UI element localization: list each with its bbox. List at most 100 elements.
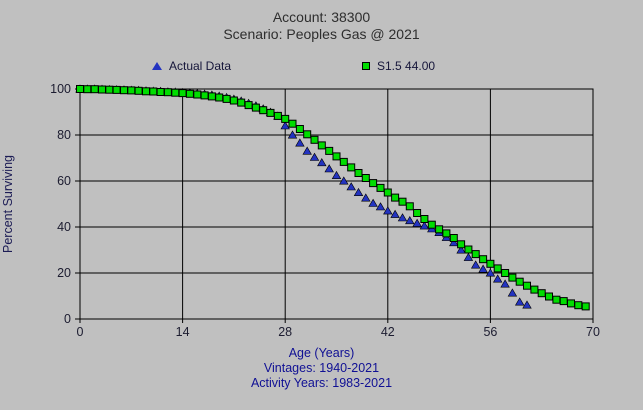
data-point-square	[464, 245, 473, 254]
data-point-triangle	[280, 121, 290, 130]
data-point-triangle	[383, 206, 393, 215]
data-point-square	[457, 240, 466, 249]
data-point-square	[501, 269, 510, 277]
data-point-square	[295, 125, 304, 133]
data-point-triangle	[397, 213, 408, 222]
data-point-square	[193, 90, 202, 99]
data-point-triangle	[485, 268, 496, 277]
data-point-square	[149, 87, 158, 96]
data-point-triangle	[390, 209, 400, 218]
data-point-triangle	[287, 130, 298, 139]
data-point-square	[508, 273, 517, 282]
data-point-square	[486, 259, 495, 268]
data-point-triangle	[295, 138, 305, 147]
y-tick-label: 20	[57, 266, 71, 280]
data-point-square	[237, 98, 246, 107]
chart-title: Account: 38300	[272, 9, 371, 25]
data-point-triangle	[317, 158, 327, 167]
data-point-square	[391, 193, 400, 202]
x-tick-label: 0	[77, 325, 84, 339]
data-point-square	[442, 229, 451, 238]
data-point-triangle	[412, 218, 422, 227]
data-point-square	[325, 146, 334, 155]
data-point-square	[163, 88, 172, 97]
series-actual-data	[75, 84, 532, 309]
y-tick-label: 80	[57, 128, 71, 142]
data-point-square	[229, 96, 238, 105]
data-point-square	[251, 103, 260, 112]
data-point-square	[376, 183, 385, 192]
x-axis-label: Age (Years)	[288, 346, 355, 360]
data-point-square	[120, 86, 128, 95]
data-point-square	[515, 277, 524, 286]
data-point-square	[449, 234, 458, 242]
data-point-square	[215, 93, 224, 102]
footnote-vintages: Vintages: 1940-2021	[263, 361, 380, 375]
data-point-triangle	[353, 187, 364, 196]
data-point-square	[244, 101, 253, 110]
data-point-square	[574, 301, 583, 310]
data-point-square	[76, 85, 84, 93]
data-point-triangle	[492, 274, 503, 283]
data-point-triangle	[449, 238, 459, 247]
data-point-square	[537, 289, 546, 298]
data-point-triangle	[324, 164, 334, 173]
data-point-square	[266, 108, 275, 117]
y-tick-label: 40	[57, 220, 71, 234]
data-point-square	[427, 220, 436, 229]
legend-label-actual-data: Actual Data	[169, 59, 232, 73]
data-point-square	[310, 135, 319, 144]
data-point-triangle	[346, 182, 356, 191]
series-s1-5-44-00	[76, 85, 590, 311]
data-point-square	[581, 302, 590, 311]
data-point-square	[420, 215, 429, 223]
data-point-square	[98, 85, 106, 94]
x-tick-label: 56	[483, 325, 497, 339]
data-point-triangle	[514, 297, 525, 306]
data-point-square	[83, 85, 92, 94]
data-point-square	[552, 295, 561, 304]
grid-lines	[75, 88, 594, 323]
data-point-square	[435, 225, 444, 234]
data-point-square	[142, 87, 150, 96]
square-marker-icon	[362, 62, 370, 70]
data-point-triangle	[522, 300, 532, 309]
data-point-square	[288, 119, 297, 128]
x-tick-label: 42	[381, 325, 395, 339]
data-point-square	[207, 92, 216, 101]
data-point-square	[332, 152, 341, 161]
data-point-triangle	[375, 202, 386, 211]
triangle-marker-icon	[152, 62, 162, 70]
legend-label-fit-curve: S1.5 44.00	[377, 59, 436, 73]
data-point-square	[281, 114, 290, 123]
data-point-square	[369, 179, 378, 188]
legend-item-actual-data: Actual Data	[152, 59, 231, 73]
data-point-triangle	[470, 260, 481, 269]
data-point-square	[567, 299, 575, 308]
data-point-square	[317, 141, 326, 150]
x-tick-label: 28	[278, 325, 292, 339]
chart-subtitle: Scenario: Peoples Gas @ 2021	[223, 26, 420, 42]
data-point-triangle	[419, 221, 430, 230]
data-point-square	[112, 85, 121, 94]
data-point-triangle	[478, 264, 488, 273]
data-point-square	[303, 130, 312, 139]
data-point-square	[559, 297, 568, 306]
data-point-triangle	[361, 193, 371, 202]
data-point-square	[479, 255, 488, 264]
x-axis-caption-block: Age (Years) Vintages: 1940-2021 Activity…	[0, 346, 643, 391]
data-point-triangle	[309, 152, 320, 161]
x-tick-label: 70	[586, 325, 600, 339]
x-tick-labels: 0 14 28 42 56 70	[77, 325, 600, 339]
data-point-triangle	[507, 288, 518, 297]
data-point-triangle	[500, 279, 510, 288]
chart-header: Account: 38300 Scenario: Peoples Gas @ 2…	[0, 9, 643, 43]
data-point-square	[493, 264, 502, 273]
data-point-square	[361, 174, 370, 182]
data-point-triangle	[368, 198, 378, 207]
data-point-triangle	[405, 216, 415, 225]
data-point-square	[413, 209, 422, 217]
data-point-square	[545, 292, 553, 301]
